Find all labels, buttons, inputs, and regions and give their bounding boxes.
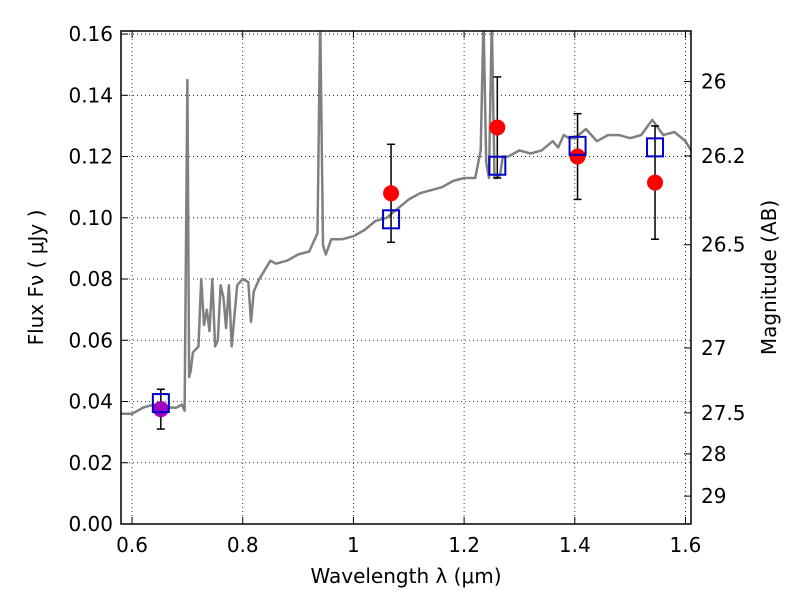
model-point bbox=[646, 137, 665, 158]
y-tick-label: 0.06 bbox=[68, 328, 113, 352]
right-tick-label: 29 bbox=[701, 484, 726, 508]
grid bbox=[121, 31, 691, 525]
observed-point bbox=[647, 174, 664, 191]
y-axis-label-left: Flux Fν ( μJy ) bbox=[24, 210, 48, 346]
observed-point bbox=[152, 401, 169, 418]
right-tick-label: 26.2 bbox=[701, 144, 746, 168]
x-tick-label: 0.6 bbox=[116, 533, 148, 557]
observed-points bbox=[152, 119, 664, 418]
right-tick-label: 27.5 bbox=[701, 401, 746, 425]
model-point bbox=[382, 209, 401, 230]
right-tick-label: 28 bbox=[701, 442, 726, 466]
axis-ticks: 0.6 0.8 1 1.2 1.4 1.6 0.00 0.02 0.04 0.06 0.08 0.10… bbox=[68, 22, 745, 557]
observed-point bbox=[383, 185, 400, 202]
spectrum-line bbox=[121, 31, 691, 416]
y-tick-label: 0.04 bbox=[68, 390, 113, 414]
plot-frame bbox=[120, 30, 692, 525]
y-axis-label-right: Magnitude (AB) bbox=[757, 200, 781, 355]
y-tick-label: 0.16 bbox=[68, 22, 113, 46]
model-point bbox=[568, 135, 587, 156]
x-tick-label: 0.8 bbox=[227, 533, 259, 557]
x-axis-label: Wavelength λ (μm) bbox=[310, 564, 501, 588]
y-tick-label: 0.00 bbox=[68, 512, 113, 536]
y-tick-label: 0.14 bbox=[68, 83, 113, 107]
observed-point bbox=[489, 119, 506, 136]
x-tick-label: 1 bbox=[347, 533, 360, 557]
observed-point bbox=[569, 148, 586, 165]
y-tick-label: 0.02 bbox=[68, 451, 113, 475]
model-points bbox=[151, 135, 665, 414]
x-tick-label: 1.4 bbox=[559, 533, 591, 557]
spectrum-series bbox=[121, 31, 691, 416]
x-tick-label: 1.2 bbox=[448, 533, 480, 557]
y-tick-label: 0.10 bbox=[68, 206, 113, 230]
model-point bbox=[151, 393, 170, 414]
model-point bbox=[488, 155, 507, 176]
y-tick-label: 0.12 bbox=[68, 145, 113, 169]
right-tick-label: 27 bbox=[701, 336, 726, 360]
y-tick-label: 0.08 bbox=[68, 267, 113, 291]
right-tick-label: 26 bbox=[701, 70, 726, 94]
x-tick-label: 1.6 bbox=[670, 533, 702, 557]
right-tick-label: 26.5 bbox=[701, 233, 746, 257]
